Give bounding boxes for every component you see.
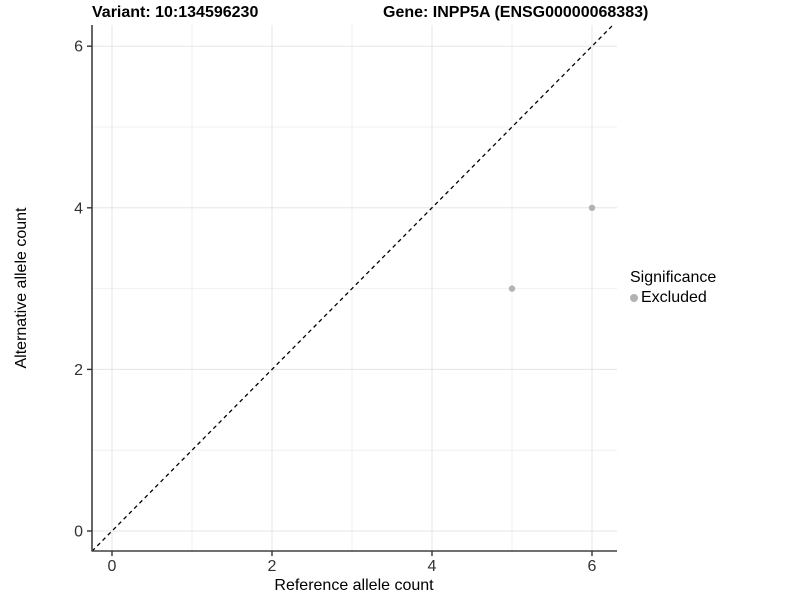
legend-item-label: Excluded [641,289,707,306]
svg-text:4: 4 [74,200,83,217]
svg-text:6: 6 [588,558,597,575]
svg-text:0: 0 [108,558,117,575]
gene-title: Gene: INPP5A (ENSG00000068383) [383,4,649,21]
y-axis-title: Alternative allele count [13,207,30,369]
svg-text:2: 2 [268,558,277,575]
variant-title: Variant: 10:134596230 [92,4,259,21]
svg-text:0: 0 [74,524,83,541]
legend-title: Significance [630,269,717,286]
svg-text:6: 6 [74,39,83,56]
svg-text:2: 2 [74,362,83,379]
legend: Significance Excluded [630,269,716,307]
svg-text:4: 4 [428,558,437,575]
legend-point-icon [630,294,638,302]
legend-item-excluded: Excluded [630,289,716,307]
x-axis-title: Reference allele count [274,577,434,594]
